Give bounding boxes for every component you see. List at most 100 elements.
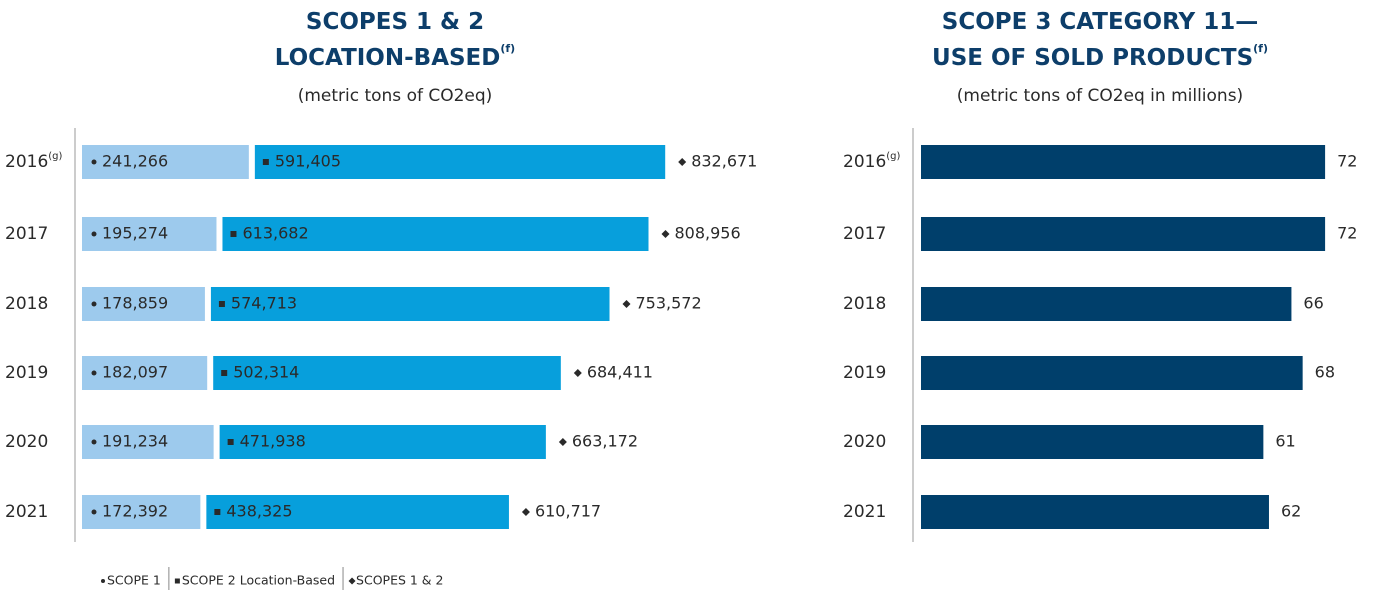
category-label: 2018: [843, 294, 886, 314]
value-label: 241,266: [102, 152, 168, 171]
category-text: 2019: [5, 363, 48, 383]
category-label: 2021: [5, 502, 48, 522]
value-label: 172,392: [102, 502, 168, 521]
category-text: 2016: [843, 152, 886, 172]
value-label: 68: [1315, 363, 1335, 382]
label-bullet: [221, 370, 228, 376]
value-label: 72: [1337, 224, 1357, 243]
category-text: 2018: [843, 294, 886, 314]
value-label: 178,859: [102, 294, 168, 313]
value-label: 471,938: [240, 432, 306, 451]
label-bullet: [262, 159, 269, 165]
value-label: 66: [1303, 294, 1323, 313]
category-text: 2016: [5, 152, 48, 172]
legend-label: SCOPE 2 Location-Based: [182, 573, 335, 588]
label-bullet: [230, 231, 237, 237]
bar-segment: [82, 425, 214, 459]
title-line: LOCATION-BASED: [275, 45, 501, 71]
bar-segment: [82, 495, 201, 529]
bar-segment: [219, 425, 546, 459]
label-bullet: [227, 439, 234, 445]
value-label: 591,405: [275, 152, 341, 171]
subtitle: (metric tons of CO2eq in millions): [957, 86, 1243, 106]
total-marker: [678, 158, 687, 166]
value-label: 72: [1337, 152, 1357, 171]
bar: [921, 425, 1264, 459]
category-label: 2020: [5, 432, 48, 452]
chart-title: SCOPE 3 CATEGORY 11—: [942, 9, 1258, 35]
value-label: 502,314: [233, 363, 299, 382]
category-superscript: (g): [48, 151, 62, 162]
subtitle: (metric tons of CO2eq): [298, 86, 493, 106]
category-label: 2020: [843, 432, 886, 452]
bar-segment: [210, 287, 610, 321]
category-text: 2020: [5, 432, 48, 452]
category-text: 2021: [843, 502, 886, 522]
label-bullet: [91, 509, 97, 515]
category-text: 2018: [5, 294, 48, 314]
value-label: 62: [1281, 502, 1301, 521]
chart-title: USE OF SOLD PRODUCTS(f): [932, 42, 1268, 71]
bar-segment: [206, 495, 509, 529]
category-label: 2018: [5, 294, 48, 314]
value-label: 195,274: [102, 224, 168, 243]
total-label: 684,411: [587, 363, 653, 382]
bar-segment: [82, 217, 217, 251]
value-label: 182,097: [102, 363, 168, 382]
title-line: SCOPES 1 & 2: [306, 9, 484, 35]
category-label: 2017: [5, 224, 48, 244]
bar-segment: [82, 356, 208, 390]
title-superscript: (f): [500, 42, 515, 55]
category-text: 2017: [843, 224, 886, 244]
value-label: 61: [1275, 432, 1295, 451]
category-label: 2016(g): [5, 151, 63, 172]
title-superscript: (f): [1253, 42, 1268, 55]
total-label: 753,572: [636, 294, 702, 313]
total-marker: [558, 438, 567, 446]
label-bullet: [218, 301, 225, 307]
total-marker: [521, 508, 530, 516]
label-bullet: [91, 231, 97, 237]
total-label: 832,671: [691, 152, 757, 171]
title-line: SCOPE 3 CATEGORY 11—: [942, 9, 1258, 35]
legend-symbol: [174, 578, 180, 584]
category-label: 2019: [5, 363, 48, 383]
total-label: 663,172: [572, 432, 638, 451]
category-label: 2019: [843, 363, 886, 383]
legend-symbol: [348, 577, 356, 585]
label-bullet: [91, 159, 97, 165]
total-marker: [661, 230, 670, 238]
category-label: 2016(g): [843, 151, 901, 172]
value-label: 613,682: [242, 224, 308, 243]
label-bullet: [214, 509, 221, 515]
bar: [921, 217, 1326, 251]
bar-segment: [222, 217, 649, 251]
bar-segment: [82, 287, 205, 321]
label-bullet: [91, 439, 97, 445]
category-superscript: (g): [886, 151, 900, 162]
total-label: 808,956: [675, 224, 741, 243]
chart-title: LOCATION-BASED(f): [275, 42, 515, 71]
bar-segment: [82, 145, 249, 179]
category-text: 2021: [5, 502, 48, 522]
value-label: 191,234: [102, 432, 168, 451]
bar: [921, 287, 1292, 321]
category-text: 2020: [843, 432, 886, 452]
legend-label: SCOPES 1 & 2: [356, 573, 443, 588]
total-marker: [573, 369, 582, 377]
category-text: 2019: [843, 363, 886, 383]
category-text: 2017: [5, 224, 48, 244]
total-label: 610,717: [535, 502, 601, 521]
bar: [921, 495, 1269, 529]
value-label: 438,325: [226, 502, 292, 521]
category-label: 2021: [843, 502, 886, 522]
category-label: 2017: [843, 224, 886, 244]
total-marker: [622, 300, 631, 308]
label-bullet: [91, 370, 97, 376]
bar: [921, 356, 1303, 390]
legend-symbol: [101, 579, 105, 583]
bar-segment: [254, 145, 666, 179]
label-bullet: [91, 301, 97, 307]
title-line: USE OF SOLD PRODUCTS: [932, 45, 1253, 71]
